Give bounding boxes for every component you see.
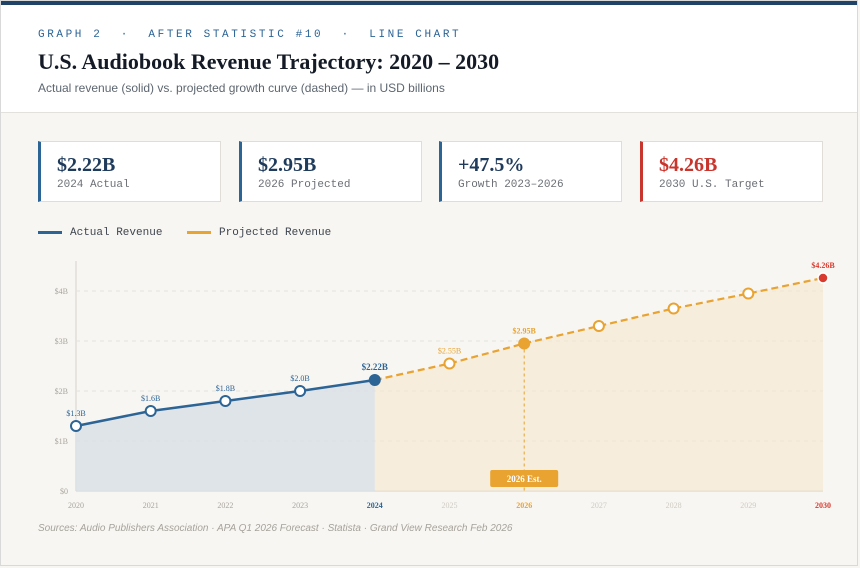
x-tick-label: 2023 [292,501,308,510]
eyebrow: GRAPH 2 · AFTER STATISTIC #10 · LINE CHA… [38,29,462,41]
kpi-label: 2030 U.S. Target [659,179,765,191]
page-subtitle: Actual revenue (solid) vs. projected gro… [38,81,445,95]
projected-area [374,278,823,491]
data-point-actual [219,395,232,407]
legend-item-actual: Actual Revenue [38,227,162,239]
page-title: U.S. Audiobook Revenue Trajectory: 2020 … [38,49,500,74]
kpi-card-2030-target: $4.26B 2030 U.S. Target [640,141,823,202]
x-tick-label: 2024 [367,501,383,510]
data-label-projected: $2.95B [513,327,537,336]
data-label-projected: $4.26B [811,261,835,270]
x-tick-label: 2028 [666,501,682,510]
legend-swatch-actual [38,230,62,234]
kpi-value: $4.26B [659,154,718,176]
data-label-actual: $1.8B [216,384,235,393]
kpi-value: +47.5% [458,154,525,176]
data-point-actual [368,374,381,386]
kpi-label: 2026 Projected [258,179,351,191]
header: GRAPH 2 · AFTER STATISTIC #10 · LINE CHA… [1,5,857,113]
data-label-actual: $1.6B [141,394,160,403]
data-label-projected: $2.55B [438,347,461,356]
kpi-value: $2.95B [258,154,317,176]
x-tick-label: 2030 [815,501,831,510]
kpi-card-2026-projected: $2.95B 2026 Projected [239,141,422,202]
x-tick-label: 2025 [442,501,458,510]
data-point-projected [742,287,755,300]
y-tick-label: $2B [55,387,68,396]
data-point-actual [294,385,307,397]
y-tick-label: $4B [55,287,68,296]
x-tick-label: 2020 [68,501,84,510]
y-tick-label: $0 [60,487,68,496]
data-point-projected [443,357,456,370]
kpi-label: 2024 Actual [57,179,130,191]
legend-swatch-projected [187,230,211,234]
x-tick-label: 2029 [740,501,756,510]
x-tick-label: 2026 [516,501,532,510]
x-tick-label: 2022 [217,501,233,510]
legend-item-projected: Projected Revenue [187,227,331,239]
data-point-projected [592,320,605,332]
annotation-badge [490,470,559,487]
data-point-projected [667,302,680,315]
data-point-projected [518,337,531,350]
data-point-projected [817,272,829,284]
kpi-label: Growth 2023–2026 [458,179,564,191]
kpi-card-growth: +47.5% Growth 2023–2026 [439,141,622,202]
accent-bar [1,1,857,5]
legend-label-projected: Projected Revenue [219,227,332,239]
kpi-value: $2.22B [57,154,116,176]
data-label-actual: $2.22B [362,362,388,372]
y-tick-label: $1B [55,437,68,446]
data-label-actual: $2.0B [290,374,309,383]
legend-label-actual: Actual Revenue [70,227,163,239]
actual-area [76,380,375,491]
kpi-card-2024-actual: $2.22B 2024 Actual [38,141,221,202]
data-point-actual [144,405,157,417]
source-note: Sources: Audio Publishers Association · … [38,523,513,534]
x-tick-label: 2027 [591,501,607,510]
y-tick-label: $3B [55,337,68,346]
data-point-actual [70,420,82,432]
x-tick-label: 2021 [143,501,159,510]
data-label-actual: $1.3B [66,409,85,418]
annotation-label: 2026 Est. [507,474,542,484]
